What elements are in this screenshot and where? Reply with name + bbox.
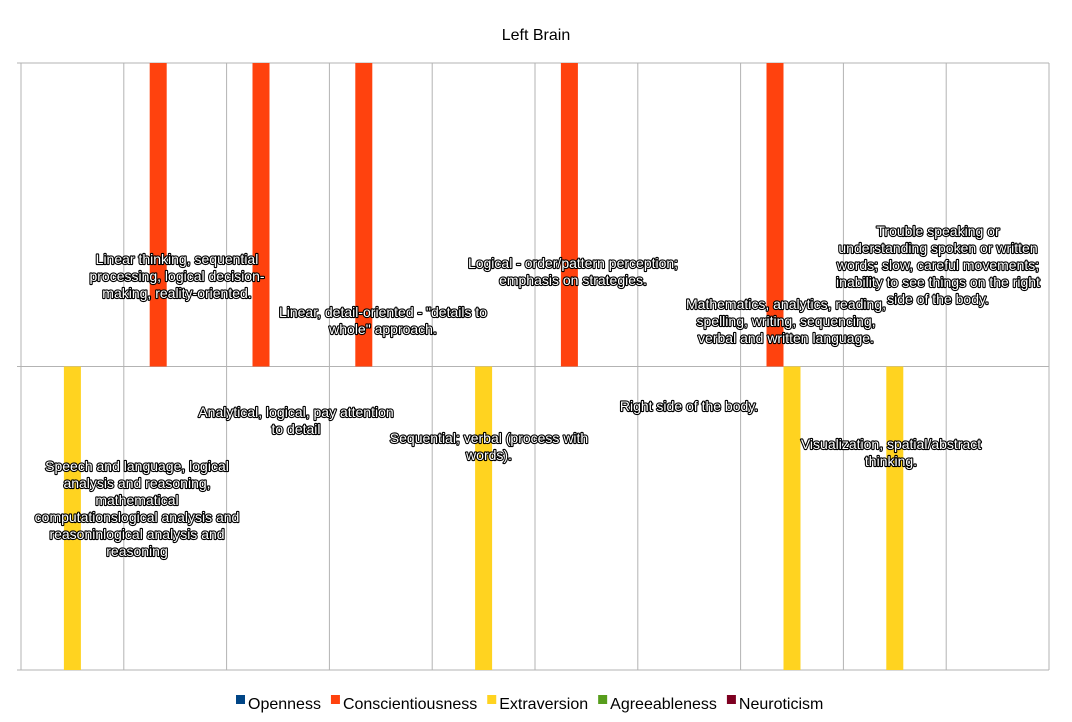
legend-swatch-openness xyxy=(236,695,245,704)
data-label-line: reasoninlogical analysis and xyxy=(49,526,224,542)
data-label: Sequential; verbal (process with words). xyxy=(390,430,588,463)
bar-conscientiousness-4 xyxy=(355,63,373,367)
legend: Openness Conscientiousness Extraversion Agr… xyxy=(236,695,823,713)
legend-swatch-neuroticism xyxy=(726,695,736,704)
bar-conscientiousness-3 xyxy=(252,63,270,367)
bar-conscientiousness-2 xyxy=(149,63,167,367)
data-label-line: words). xyxy=(465,447,512,463)
legend-label-neuroticism: Neuroticism xyxy=(739,696,823,713)
data-label: Speech and language, logical analysis and… xyxy=(35,458,240,559)
data-label-line: inability to see things on the right xyxy=(836,274,1040,290)
data-label-line: spelling, writing, sequencing, xyxy=(697,313,876,329)
grid xyxy=(17,62,1050,671)
data-label: Mathematics, analytics, reading, spelling… xyxy=(686,296,886,346)
bar-extraversion-9 xyxy=(886,366,904,670)
data-label-line: side of the body. xyxy=(887,291,989,307)
data-label-line: verbal and written language. xyxy=(698,330,874,346)
data-label: Linear thinking, sequential processing, l… xyxy=(89,251,264,301)
data-label-line: Speech and language, logical xyxy=(45,458,229,474)
data-label-line: emphasis on strategies. xyxy=(499,272,647,288)
bars xyxy=(63,63,904,670)
data-label-line: computationslogical analysis and xyxy=(35,509,240,525)
legend-swatch-conscientiousness xyxy=(330,695,340,704)
bar-extraversion-1 xyxy=(63,366,81,670)
data-label-line: Sequential; verbal (process with xyxy=(390,430,588,446)
data-label: Logical - order/pattern perception; empha… xyxy=(468,255,678,288)
data-label-line: Logical - order/pattern perception; xyxy=(468,255,678,271)
data-label-line: Trouble speaking or xyxy=(876,223,1000,239)
bar-extraversion-8 xyxy=(783,366,801,670)
data-label: Right side of the body. xyxy=(620,398,758,414)
bar-extraversion-5 xyxy=(475,366,493,670)
legend-swatch-agreeableness xyxy=(598,695,608,704)
legend-label-extraversion: Extraversion xyxy=(499,696,588,713)
data-label: Analytical, logical, pay attention to det… xyxy=(198,404,393,437)
bar-conscientiousness-8 xyxy=(766,63,784,367)
chart-title: Left Brain xyxy=(502,27,570,44)
data-label-line: understanding spoken or written xyxy=(838,240,1037,256)
data-label-line: Linear, detail-oriented - "details to xyxy=(279,304,487,320)
legend-swatch-extraversion xyxy=(487,695,497,704)
legend-label-openness: Openness xyxy=(248,696,321,713)
data-label-line: Mathematics, analytics, reading, xyxy=(686,296,886,312)
data-label-line: whole" approach. xyxy=(328,321,437,337)
data-label-line: thinking. xyxy=(865,453,917,469)
data-label-line: Linear thinking, sequential xyxy=(96,251,259,267)
data-label-line: analysis and reasoning, xyxy=(63,475,210,491)
data-label-line: reasoning xyxy=(106,543,168,559)
annotations: Linear thinking, sequential processing, l… xyxy=(34,222,1042,560)
data-label-line: Analytical, logical, pay attention xyxy=(198,404,393,420)
data-label-line: to detail xyxy=(271,421,320,437)
data-label-line: mathematical xyxy=(95,492,178,508)
data-label-line: Visualization, spatial/abstract xyxy=(801,436,981,452)
legend-label-agreeableness: Agreeableness xyxy=(610,696,717,713)
data-label: Linear, detail-oriented - "details to who… xyxy=(279,304,487,337)
data-label: Visualization, spatial/abstract thinking. xyxy=(801,436,981,469)
data-label-line: words; slow, careful movements; xyxy=(836,257,1039,273)
data-label-line: Right side of the body. xyxy=(620,398,758,414)
data-label: Trouble speaking or understanding spoken … xyxy=(836,223,1040,307)
legend-label-conscientiousness: Conscientiousness xyxy=(343,696,477,713)
bar-conscientiousness-6 xyxy=(560,63,578,367)
data-label-line: processing, logical decision- xyxy=(89,268,264,284)
data-label-line: making, reality-oriented. xyxy=(102,285,251,301)
